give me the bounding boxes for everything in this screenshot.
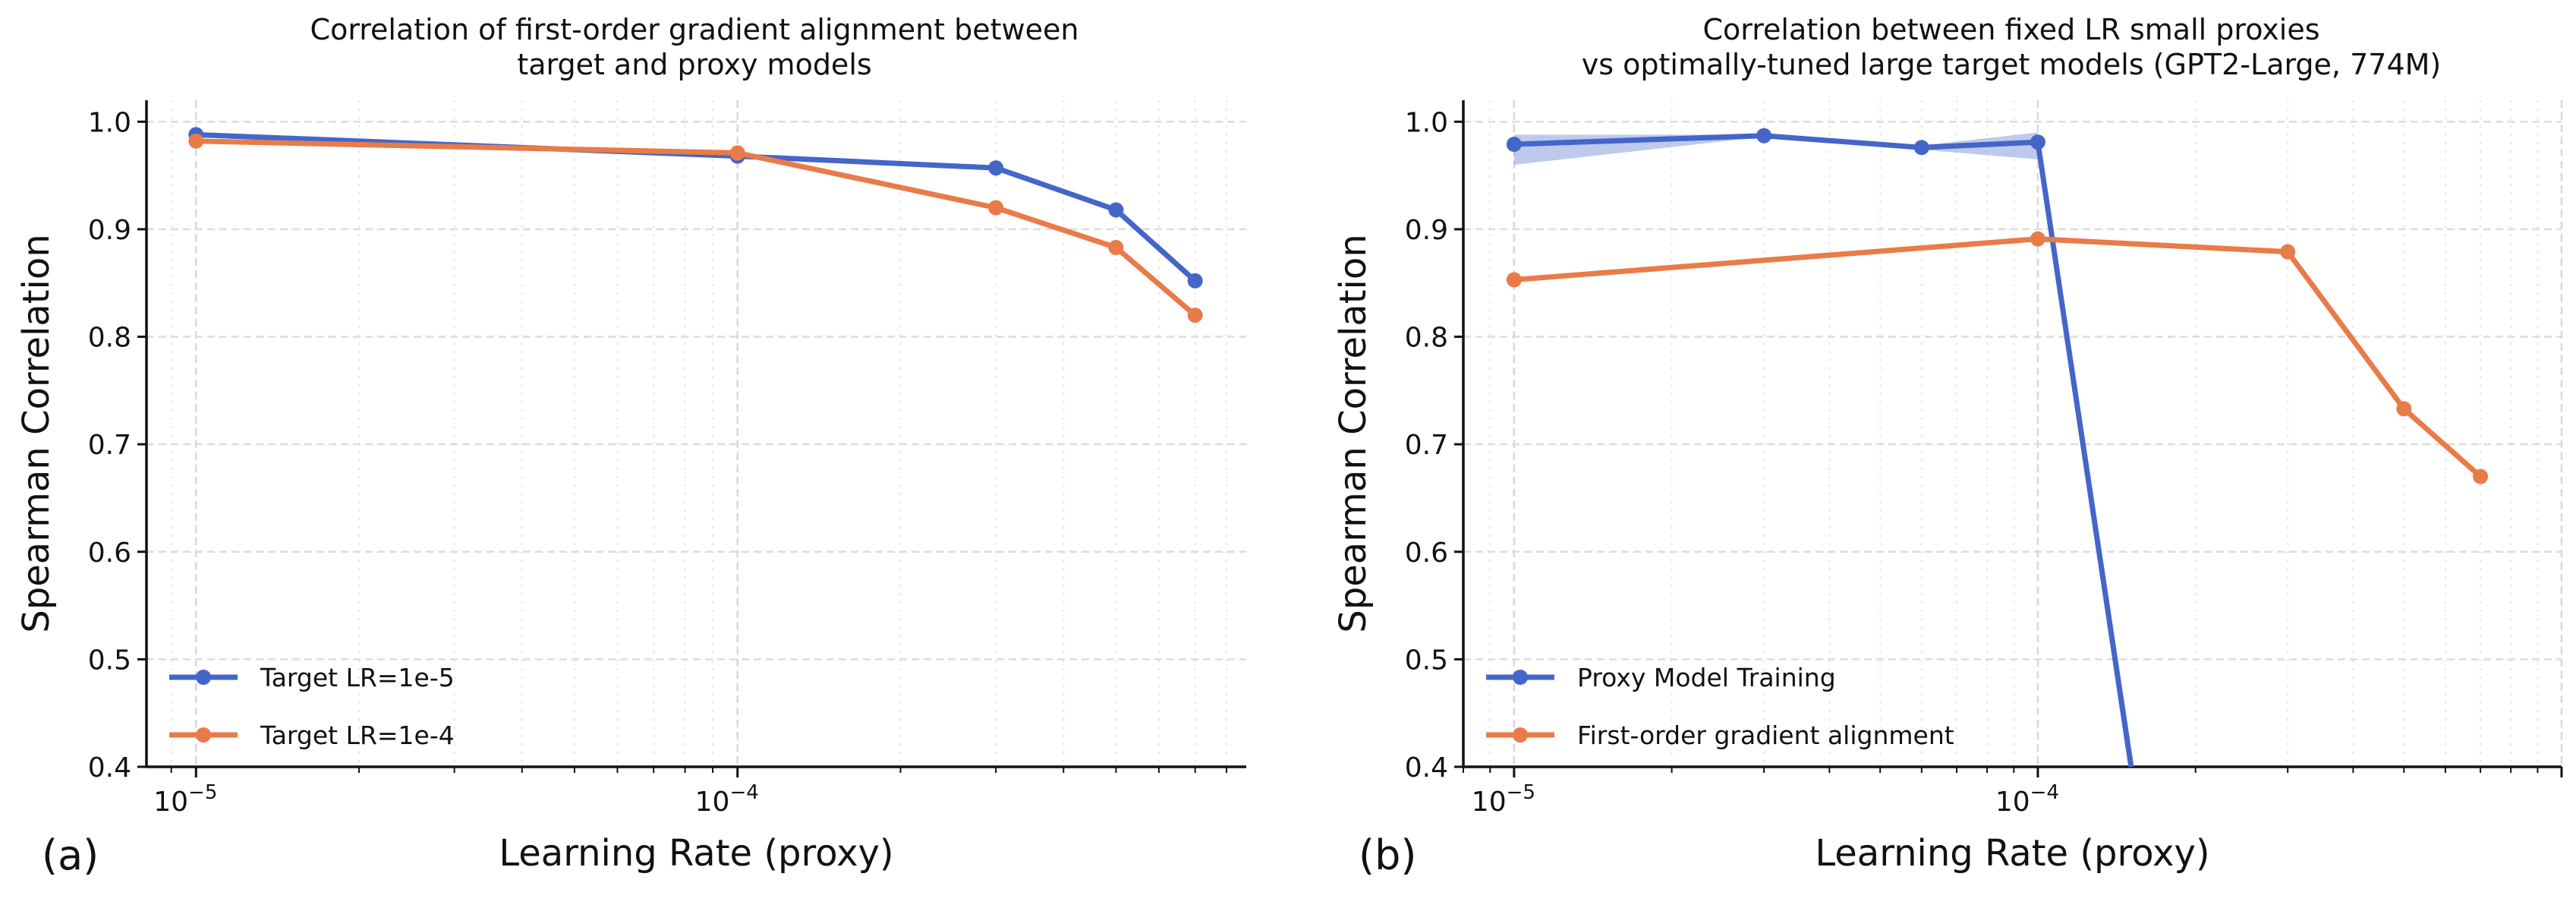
x-tick-base: 10 xyxy=(695,787,730,818)
y-tick-label: 0.8 xyxy=(88,323,131,354)
x-tick-base: 10 xyxy=(1995,787,2030,818)
panel-label: (b) xyxy=(1359,831,1416,879)
y-tick-label: 1.0 xyxy=(88,107,131,138)
y-tick-label: 0.8 xyxy=(1405,323,1448,354)
chart-title-line: vs optimally-tuned large target models (… xyxy=(1582,48,2442,81)
legend-label: Target LR=1e-4 xyxy=(260,721,455,750)
plot-area xyxy=(1506,128,2489,768)
y-tick-label: 1.0 xyxy=(1405,107,1448,138)
x-axis-label: Learning Rate (proxy) xyxy=(1815,832,2209,875)
data-point xyxy=(2280,244,2296,260)
x-tick-label: 10−5 xyxy=(1472,781,1535,818)
chart-title-line: Correlation between fixed LR small proxi… xyxy=(1702,13,2319,46)
series-line xyxy=(196,138,1197,317)
y-tick-label: 0.4 xyxy=(1405,752,1448,784)
x-tick-label: 10−4 xyxy=(1995,781,2059,818)
x-tick-exponent: −5 xyxy=(1507,781,1535,804)
y-axis-label: Spearman Correlation xyxy=(1332,234,1375,632)
legend-label: First-order gradient alignment xyxy=(1577,721,1954,750)
y-tick-label: 0.4 xyxy=(88,752,131,784)
data-point xyxy=(1506,272,1522,288)
y-tick-label: 0.6 xyxy=(88,538,131,569)
data-point xyxy=(2030,231,2045,247)
legend-marker xyxy=(1513,727,1528,743)
legend-label: Proxy Model Training xyxy=(1577,663,1836,692)
x-tick-label: 10−5 xyxy=(153,781,217,818)
data-point xyxy=(988,200,1004,216)
panel-label: (a) xyxy=(42,831,99,879)
x-tick-exponent: −4 xyxy=(2030,781,2059,804)
legend-marker xyxy=(196,670,211,685)
data-point xyxy=(2030,134,2045,150)
y-tick-label: 0.7 xyxy=(88,430,131,461)
y-axis-label: Spearman Correlation xyxy=(15,234,58,632)
series-line xyxy=(1513,236,2483,479)
legend-marker xyxy=(196,727,211,743)
data-point xyxy=(2473,468,2489,484)
data-point xyxy=(988,160,1004,176)
y-tick-label: 0.5 xyxy=(1405,645,1448,676)
y-tick-label: 0.9 xyxy=(88,215,131,246)
data-point xyxy=(2396,401,2412,417)
data-point xyxy=(729,145,745,161)
data-point xyxy=(1108,240,1124,256)
x-tick-exponent: −4 xyxy=(729,781,758,804)
x-axis-label: Learning Rate (proxy) xyxy=(499,832,893,875)
data-point xyxy=(1756,128,1772,143)
data-point xyxy=(1187,273,1203,289)
y-tick-label: 0.6 xyxy=(1405,538,1448,569)
legend-marker xyxy=(1513,670,1528,685)
x-tick-base: 10 xyxy=(1472,787,1507,818)
y-tick-label: 0.5 xyxy=(88,645,131,676)
y-tick-label: 0.9 xyxy=(1405,215,1448,246)
plot-area xyxy=(188,127,1203,323)
data-point xyxy=(1913,140,1929,156)
legend-label: Target LR=1e-5 xyxy=(260,663,455,692)
data-point xyxy=(188,133,204,149)
series-line xyxy=(196,131,1197,283)
x-tick-exponent: −5 xyxy=(188,781,217,804)
y-tick-label: 0.7 xyxy=(1405,430,1448,461)
chart-title-line: target and proxy models xyxy=(517,48,871,81)
chart-title-line: Correlation of first-order gradient alig… xyxy=(310,13,1079,46)
x-tick-base: 10 xyxy=(153,787,188,818)
data-point xyxy=(1108,202,1124,218)
data-point xyxy=(1187,307,1203,323)
data-point xyxy=(1506,137,1522,153)
x-tick-label: 10−4 xyxy=(695,781,759,818)
